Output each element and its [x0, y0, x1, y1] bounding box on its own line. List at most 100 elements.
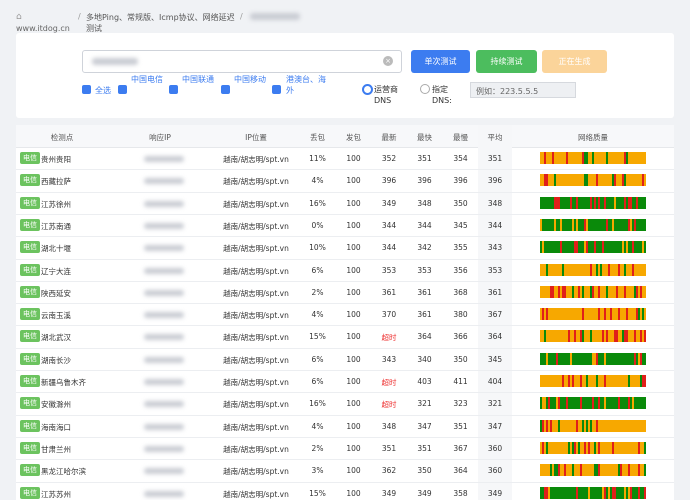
quality-stripe [576, 419, 578, 432]
quality-stripe [544, 330, 546, 343]
ip-location: 越南/胡志明/spt.vn [223, 444, 289, 454]
quality-stripe [638, 486, 640, 499]
quality-bar [540, 352, 646, 365]
slowest: 380 [453, 310, 468, 320]
checkbox-label[interactable]: 港澳台、海外 [286, 75, 326, 95]
quality-stripe [582, 308, 584, 321]
row-divider [16, 347, 674, 349]
quality-stripe [552, 285, 554, 298]
home-icon[interactable]: ⌂ [16, 12, 22, 22]
isp-tag: 电信 [20, 218, 40, 231]
quality-stripe [606, 285, 608, 298]
row-divider [16, 280, 674, 282]
single-test-button[interactable]: 单次测试 [411, 50, 470, 73]
quality-stripe [612, 174, 614, 187]
quality-bar [540, 263, 646, 276]
isp-tag: 电信 [20, 241, 40, 254]
blurred-ip [144, 379, 184, 385]
checkbox-label[interactable]: 中国移动 [234, 75, 266, 84]
quality-stripe [618, 397, 620, 410]
quality-stripe [612, 486, 614, 499]
radio-label[interactable]: 指定DNS: [432, 85, 452, 105]
latest: 353 [381, 265, 397, 275]
quality-stripe [616, 285, 618, 298]
separator: / [78, 12, 81, 21]
quality-stripe [594, 464, 596, 477]
checkbox[interactable] [221, 85, 230, 94]
checkbox[interactable] [169, 85, 178, 94]
quality-stripe [568, 330, 570, 343]
average: 360 [487, 466, 503, 476]
checkbox[interactable] [82, 85, 91, 94]
column-header: 平均 [487, 133, 503, 142]
radio-label[interactable]: 运营商DNS [374, 85, 398, 105]
clear-icon[interactable]: × [383, 56, 393, 66]
quality-stripe [578, 285, 580, 298]
checkbox-label[interactable]: 全选 [95, 86, 111, 95]
quality-stripe [592, 285, 594, 298]
slowest: 356 [453, 265, 468, 275]
quality-stripe [552, 152, 554, 164]
loss: 6% [311, 354, 324, 364]
ip-location: 越南/胡志明/spt.vn [223, 155, 289, 164]
quality-stripe [588, 486, 590, 499]
quality-stripe [586, 375, 588, 387]
checkbox-label[interactable]: 中国联通 [182, 75, 214, 84]
quality-stripe [562, 285, 564, 298]
quality-stripe [554, 218, 556, 231]
average: 345 [487, 354, 503, 364]
quality-stripe [612, 218, 614, 231]
loss: 15% [309, 332, 326, 342]
quality-stripe [590, 263, 592, 276]
sent: 100 [346, 154, 361, 163]
quality-stripe [604, 352, 606, 365]
breadcrumb[interactable]: 多地Ping、常规版、Icmp协议、网络延迟测试 [86, 13, 235, 33]
dns-input[interactable]: 例如：223.5.5.5 [470, 82, 576, 98]
quality-stripe [614, 174, 616, 187]
quality-stripe [636, 308, 638, 321]
quality-stripe [620, 464, 622, 477]
radio-selected[interactable] [362, 84, 373, 95]
quality-stripe [566, 152, 568, 164]
quality-stripe [572, 464, 574, 477]
quality-stripe [572, 285, 574, 298]
fastest: 344 [417, 220, 432, 230]
quality-stripe [628, 397, 630, 410]
loss: 2% [311, 287, 324, 297]
continuous-test-button[interactable]: 持续测试 [476, 50, 537, 73]
quality-stripe [550, 464, 552, 477]
ip-location: 越南/胡志明/spt.vn [223, 244, 289, 254]
isp-tag: 电信 [20, 152, 40, 164]
checkbox-label[interactable]: 中国电信 [131, 75, 163, 84]
sent: 100 [346, 176, 361, 186]
quality-stripe [584, 218, 586, 231]
average: 360 [487, 443, 503, 453]
quality-stripe [624, 285, 626, 298]
location: 黑龙江哈尔滨 [41, 467, 86, 477]
quality-stripe [546, 352, 548, 365]
quality-bar [540, 441, 646, 454]
sent: 100 [346, 243, 361, 253]
radio[interactable] [420, 84, 430, 94]
ip-location: 越南/胡志明/spt.vn [223, 422, 289, 432]
target-input[interactable] [82, 50, 402, 73]
quality-stripe [616, 330, 618, 343]
quality-stripe [598, 464, 600, 477]
site-link[interactable]: www.itdog.cn [16, 24, 70, 33]
quality-stripe [626, 152, 628, 164]
separator: / [240, 12, 243, 21]
latest: 344 [381, 243, 397, 253]
quality-stripe [546, 441, 548, 454]
quality-stripe [594, 352, 596, 365]
column-header: 发包 [346, 133, 361, 142]
average: 348 [487, 198, 503, 208]
quality-stripe [604, 397, 606, 410]
checkbox[interactable] [118, 85, 127, 94]
generating-button[interactable]: 正在生成 [542, 50, 607, 73]
quality-stripe [634, 218, 636, 231]
latest: 超时 [381, 378, 397, 387]
quality-stripe [548, 397, 550, 410]
checkbox[interactable] [272, 85, 281, 94]
quality-stripe [606, 218, 608, 231]
